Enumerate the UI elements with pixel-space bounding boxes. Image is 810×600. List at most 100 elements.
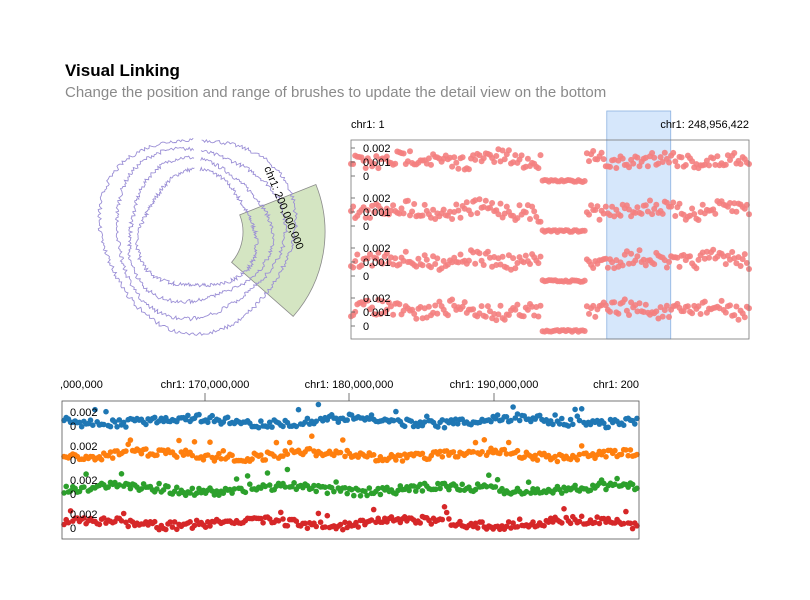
detail-point <box>368 517 375 523</box>
detail-point <box>123 448 129 454</box>
detail-point <box>260 520 266 526</box>
detail-point <box>450 449 457 455</box>
linear-point <box>461 299 468 306</box>
linear-point <box>695 256 702 263</box>
detail-point <box>127 437 134 443</box>
detail-point <box>258 452 264 458</box>
linear-point <box>512 265 519 272</box>
detail-point <box>81 484 87 490</box>
linear-point <box>404 197 411 204</box>
detail-point <box>165 483 171 490</box>
linear-point <box>400 150 407 157</box>
linear-point <box>621 296 628 303</box>
linear-point <box>369 262 376 269</box>
detail-point <box>291 480 297 486</box>
detail-point <box>331 452 337 459</box>
linear-point <box>432 261 439 267</box>
detail-view: 0.002 0 0.002 0 0.002 0 0.002 0 ,000,000 chr1: 1… <box>60 379 640 540</box>
detail-point <box>125 481 131 488</box>
detail-point <box>191 439 198 445</box>
detail-point <box>340 437 346 443</box>
detail-point <box>78 423 85 430</box>
detail-point <box>156 526 162 533</box>
detail-point <box>550 421 556 428</box>
linear-point <box>537 253 544 260</box>
detail-point <box>377 491 384 498</box>
detail-point <box>634 523 640 529</box>
detail-point <box>224 414 231 421</box>
linear-point <box>617 212 624 219</box>
linear-point <box>712 210 719 217</box>
linear-point <box>440 206 447 213</box>
detail-point <box>494 412 501 418</box>
detail-point <box>185 412 191 419</box>
linear-point <box>501 156 508 163</box>
detail-point <box>151 518 158 525</box>
detail-point <box>143 446 149 452</box>
linear-point <box>465 166 472 173</box>
detail-point <box>536 412 543 419</box>
linear-point <box>364 207 371 214</box>
detail-point <box>138 486 145 492</box>
detail-point <box>483 483 490 490</box>
linear-point <box>434 255 441 262</box>
linear-point <box>588 202 595 209</box>
linear-point <box>501 316 508 323</box>
detail-point <box>439 417 446 423</box>
detail-point <box>514 411 521 417</box>
linear-point <box>672 213 679 219</box>
linear-point <box>499 253 506 260</box>
linear-point <box>714 153 721 160</box>
linear-point <box>421 201 428 208</box>
linear-point <box>613 165 620 171</box>
detail-point <box>596 520 603 527</box>
linear-point <box>710 246 717 253</box>
detail-point <box>322 524 328 530</box>
linear-point <box>619 262 626 269</box>
detail-point <box>118 518 125 524</box>
linear-point <box>600 156 607 163</box>
detail-point <box>576 417 583 424</box>
linear-point <box>371 160 378 167</box>
detail-point <box>601 448 607 455</box>
detail-point <box>634 451 640 458</box>
detail-point <box>576 451 583 458</box>
linear-x-start-label: chr1: 1 <box>351 119 385 131</box>
linear-point <box>402 248 409 255</box>
detail-point <box>284 451 291 458</box>
detail-point <box>567 520 574 527</box>
detail-point <box>302 520 308 527</box>
detail-point <box>355 524 362 530</box>
linear-point <box>638 210 645 217</box>
detail-point <box>437 485 443 492</box>
linear-point <box>362 165 369 171</box>
detail-point <box>61 521 67 528</box>
linear-point <box>741 314 748 321</box>
detail-point <box>322 484 328 491</box>
linear-point <box>535 313 542 320</box>
linear-point <box>661 149 668 156</box>
detail-point <box>264 470 271 476</box>
detail-point <box>90 422 96 429</box>
linear-point <box>691 211 698 217</box>
detail-point <box>278 509 284 516</box>
detail-point <box>218 456 224 462</box>
linear-point <box>463 199 470 206</box>
detail-point <box>333 479 339 485</box>
linear-point <box>695 303 702 310</box>
linear-point <box>731 150 738 156</box>
linear-point <box>619 155 626 162</box>
detail-point <box>209 412 215 419</box>
linear-y-tick-label: 0 <box>363 171 369 183</box>
detail-point <box>479 449 485 455</box>
linear-point <box>516 202 523 209</box>
linear-point <box>484 303 491 310</box>
detail-point <box>510 404 516 410</box>
detail-point <box>576 518 583 525</box>
circular-brush[interactable] <box>231 183 326 317</box>
detail-point <box>337 449 344 456</box>
detail-point <box>160 487 167 493</box>
linear-point <box>455 165 462 172</box>
detail-point <box>109 455 116 461</box>
detail-y-tick-label: 0 <box>70 455 76 467</box>
